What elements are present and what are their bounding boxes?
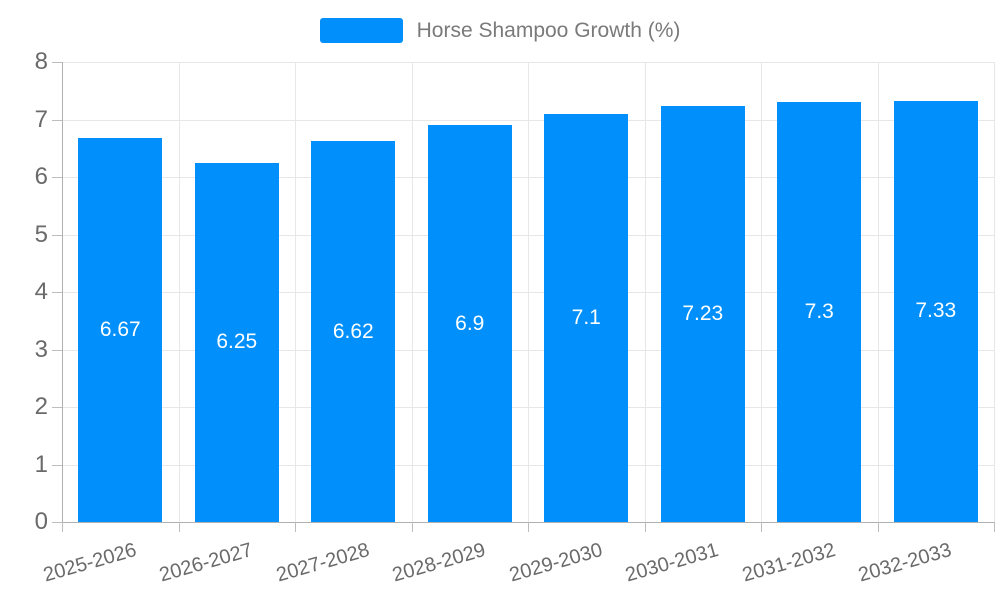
bar[interactable] xyxy=(777,102,862,522)
gridline-vertical xyxy=(994,62,995,522)
gridline-vertical xyxy=(411,62,413,522)
chart-legend[interactable]: Horse Shampoo Growth (%) xyxy=(0,18,1000,43)
y-axis-tick-label: 0 xyxy=(34,508,48,535)
x-axis-tick xyxy=(761,522,762,532)
y-axis-tick xyxy=(52,292,62,293)
x-axis-category-label: 2032-2033 xyxy=(856,538,955,587)
bar[interactable] xyxy=(427,125,512,522)
x-axis-tick xyxy=(644,522,646,532)
x-axis-category-label: 2027-2028 xyxy=(273,538,372,587)
bar[interactable] xyxy=(544,113,629,522)
y-axis-tick-label: 7 xyxy=(34,105,48,133)
y-axis-tick xyxy=(52,234,62,236)
gridline-vertical xyxy=(877,62,879,522)
legend-label: Horse Shampoo Growth (%) xyxy=(416,18,681,42)
gridline-vertical xyxy=(528,62,529,522)
y-axis-tick-label: 6 xyxy=(34,163,48,190)
x-axis-category-label: 2025-2026 xyxy=(40,538,139,587)
y-axis-tick xyxy=(52,62,62,63)
x-axis-category-label: 2031-2032 xyxy=(739,538,838,587)
x-axis-tick xyxy=(877,522,879,532)
y-axis-line xyxy=(62,62,63,522)
y-axis-tick-label: 2 xyxy=(34,393,48,420)
bar[interactable] xyxy=(893,100,978,522)
bar-value-label: 6.67 xyxy=(99,318,141,342)
bar[interactable] xyxy=(78,138,163,522)
bar-value-label: 7.23 xyxy=(682,302,724,326)
gridline-vertical xyxy=(644,62,646,522)
bar[interactable] xyxy=(311,141,396,522)
x-axis-tick xyxy=(528,522,529,532)
bar[interactable] xyxy=(660,106,745,522)
y-axis-tick xyxy=(52,407,62,408)
gridline-vertical xyxy=(178,62,180,522)
bar-value-label: 6.62 xyxy=(332,319,374,343)
x-axis-tick xyxy=(994,522,995,532)
x-axis-category-label: 2030-2031 xyxy=(623,538,722,587)
y-axis-tick xyxy=(52,349,62,351)
y-axis-tick xyxy=(52,464,62,466)
x-axis-tick xyxy=(62,522,63,532)
y-axis-tick-label: 3 xyxy=(34,335,48,363)
y-axis-tick-label: 5 xyxy=(34,220,48,248)
x-axis-tick xyxy=(178,522,180,532)
legend-swatch-icon xyxy=(319,18,403,43)
y-axis-tick-label: 8 xyxy=(34,48,48,75)
y-axis-tick xyxy=(52,522,62,523)
x-axis-tick xyxy=(411,522,413,532)
x-axis-category-label: 2029-2030 xyxy=(506,538,605,587)
bar-value-label: 7.3 xyxy=(804,300,834,324)
gridline-vertical xyxy=(295,62,296,522)
gridline-vertical xyxy=(761,62,762,522)
x-axis-tick xyxy=(295,522,296,532)
y-axis-tick xyxy=(52,177,62,178)
y-axis-tick xyxy=(52,119,62,121)
bar-value-label: 7.1 xyxy=(571,305,601,329)
bar-value-label: 7.33 xyxy=(915,299,957,323)
y-axis-tick-label: 1 xyxy=(34,450,48,478)
x-axis-category-label: 2028-2029 xyxy=(390,538,489,587)
x-axis-category-label: 2026-2027 xyxy=(157,538,256,587)
y-axis-tick-label: 4 xyxy=(34,278,48,305)
bar[interactable] xyxy=(194,162,279,522)
bar-value-label: 6.25 xyxy=(216,330,258,354)
bar-value-label: 6.9 xyxy=(455,311,485,335)
